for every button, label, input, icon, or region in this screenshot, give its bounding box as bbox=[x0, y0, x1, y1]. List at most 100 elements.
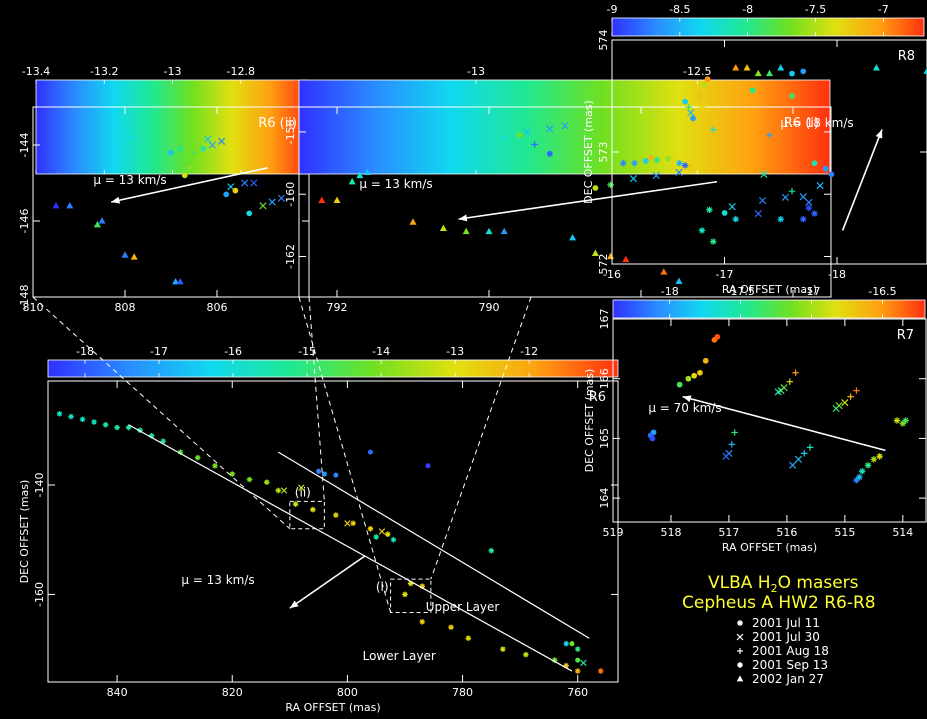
data-point-r7-circle bbox=[702, 357, 709, 364]
data-point-r7-cross bbox=[794, 455, 803, 463]
data-point-r6-asterisk bbox=[91, 419, 97, 425]
data-point-r6-asterisk bbox=[333, 512, 339, 518]
x-axis-label-r8: RA OFFSET (mas) bbox=[722, 283, 817, 296]
x-tick-label-r6-0: 840 bbox=[107, 686, 128, 699]
colorbar-tick-label-r6ii-0: -13.4 bbox=[22, 65, 50, 78]
legend-entry-label-0: 2001 Jul 11 bbox=[752, 616, 820, 630]
data-point-r8-circle bbox=[696, 93, 703, 99]
legend: VLBA H2O masers Cepheus A HW2 R6-R8 2001… bbox=[682, 573, 876, 686]
data-point-r6-asterisk bbox=[125, 424, 132, 431]
data-point-r6-asterisk bbox=[177, 449, 184, 455]
data-point-r6i-triangle bbox=[675, 277, 683, 284]
data-point-r6-circle bbox=[569, 641, 575, 647]
data-point-r6-asterisk bbox=[246, 476, 253, 483]
data-point-r6i-cross bbox=[675, 168, 683, 177]
data-point-r6i-asterisk bbox=[706, 206, 713, 213]
data-point-r6i-cross bbox=[652, 171, 660, 180]
legend-marker-circle bbox=[737, 662, 743, 668]
data-point-r6i-cross bbox=[781, 193, 790, 201]
data-point-r6-asterisk bbox=[160, 438, 166, 444]
data-point-r6ii-circle bbox=[246, 210, 253, 217]
motion-arrow-r6 bbox=[289, 555, 366, 609]
data-point-r7-circle bbox=[697, 369, 703, 376]
x-axis-label-r7: RA OFFSET (mas) bbox=[722, 541, 817, 554]
data-point-r6ii-circle bbox=[126, 134, 133, 141]
panel-r6ii: -13.4 -13.2 -13 -12.8 810 808 806 -144 -146 -148 R… bbox=[18, 65, 310, 314]
y-tick-label-r6-0: -140 bbox=[33, 472, 46, 497]
colorbar-tick-label-r7-0: -18 bbox=[661, 285, 679, 298]
x-tick-label-r6-3: 780 bbox=[452, 686, 473, 699]
data-point-r6ii-cross bbox=[217, 137, 226, 145]
colorbar-tick-label-r6i-1: -12.5 bbox=[683, 65, 711, 78]
colorbar-tick-label-r6-0: -18 bbox=[76, 345, 94, 358]
data-point-r8-circle bbox=[789, 93, 795, 99]
data-point-r8-plus bbox=[766, 132, 773, 139]
data-point-r6ii-circle bbox=[181, 172, 188, 179]
colorbar-tick-label-r6i-0: -13 bbox=[467, 65, 485, 78]
x-tick-label-r8-1: -17 bbox=[716, 268, 734, 281]
panel-r6: -18 -17 -16 -15 -14 -13 -12 840 820 800 780 760 -140… bbox=[18, 345, 619, 714]
data-point-r6ii-triangle bbox=[176, 277, 184, 285]
data-point-r6-circle bbox=[321, 471, 327, 477]
panel-r7: -18 -17.5 -17 -16.5 519 518 517 516 515 514 164 165… bbox=[583, 285, 927, 554]
data-point-r8-asterisk bbox=[631, 160, 638, 167]
data-point-r6i-cross bbox=[629, 175, 638, 183]
x-tick-label-r6ii-0: 810 bbox=[23, 301, 44, 314]
data-point-r6ii-circle bbox=[177, 145, 184, 152]
y-tick-label-r7-0: 164 bbox=[598, 488, 611, 509]
data-point-r6ii-triangle bbox=[66, 201, 74, 209]
data-point-r6i-triangle bbox=[485, 227, 493, 235]
data-point-r6-asterisk bbox=[563, 662, 569, 669]
legend-entry-label-4: 2002 Jan 27 bbox=[752, 672, 824, 686]
data-point-r6ii-cross bbox=[277, 194, 286, 202]
data-point-r6-asterisk bbox=[390, 536, 397, 543]
data-point-r8-circle bbox=[822, 165, 829, 172]
upper-layer-label: Upper Layer bbox=[426, 600, 500, 614]
data-point-r6i-circle bbox=[546, 150, 553, 157]
data-point-r7-plus bbox=[847, 393, 854, 400]
x-tick-label-r6-1: 820 bbox=[222, 686, 243, 699]
legend-marker-plus bbox=[737, 648, 743, 654]
plot-frame-r6 bbox=[47, 380, 619, 683]
data-point-r6-cross bbox=[378, 528, 386, 535]
data-point-r6-cross bbox=[298, 484, 305, 491]
data-point-r7-asterisk bbox=[864, 462, 872, 469]
data-point-r6-asterisk bbox=[114, 424, 120, 431]
x-tick-label-r7-1: 518 bbox=[660, 526, 681, 539]
legend-entry-label-3: 2001 Sep 13 bbox=[752, 658, 828, 672]
data-point-r8-triangle bbox=[872, 64, 880, 71]
data-point-r7-asterisk bbox=[853, 477, 860, 484]
data-point-r6-circle bbox=[575, 657, 581, 663]
data-point-r6-asterisk bbox=[310, 506, 316, 513]
data-point-r8-circle bbox=[682, 98, 689, 105]
colorbar-tick-label-r7-1: -17.5 bbox=[726, 285, 754, 298]
data-point-r8-cross bbox=[754, 209, 762, 218]
data-point-r6-asterisk bbox=[500, 646, 506, 652]
data-point-r6ii-cross bbox=[268, 198, 276, 206]
data-point-r8-asterisk bbox=[648, 154, 655, 161]
data-point-r8-circle bbox=[701, 81, 708, 88]
data-point-r6-asterisk bbox=[56, 411, 63, 417]
x-tick-label-r6ii-2: 806 bbox=[207, 301, 228, 314]
data-point-r7-cross bbox=[774, 388, 782, 396]
data-point-r7-circle bbox=[714, 334, 721, 340]
y-tick-label-r6-1: -160 bbox=[33, 582, 46, 607]
x-tick-label-r8-2: -18 bbox=[828, 268, 846, 281]
data-point-r7-plus bbox=[853, 387, 860, 394]
data-point-r6-circle bbox=[367, 449, 373, 455]
x-tick-label-r7-4: 515 bbox=[834, 526, 855, 539]
y-tick-label-r8-1: 573 bbox=[597, 142, 610, 163]
data-point-r8-cross bbox=[687, 109, 695, 117]
data-point-r6-asterisk bbox=[102, 421, 109, 428]
data-point-r7-cross bbox=[841, 398, 849, 407]
data-point-r8-cross bbox=[799, 193, 807, 201]
data-point-r6-asterisk bbox=[275, 487, 282, 494]
data-point-r6ii-cross bbox=[240, 179, 249, 187]
data-point-r8-asterisk bbox=[676, 160, 683, 167]
data-point-r6i-cross bbox=[546, 125, 554, 133]
data-point-r8-asterisk bbox=[732, 216, 739, 223]
motion-label-r6: μ = 13 km/s bbox=[181, 573, 254, 587]
y-axis-label-r7: DEC OFFSET (mas) bbox=[583, 369, 596, 473]
